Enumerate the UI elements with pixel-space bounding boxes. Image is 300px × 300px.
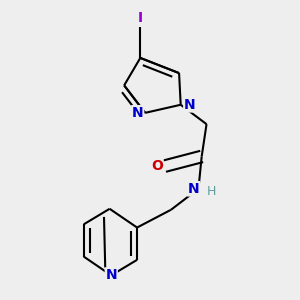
Text: N: N	[184, 98, 196, 112]
Text: N: N	[105, 268, 117, 282]
Text: I: I	[138, 11, 143, 25]
Text: H: H	[206, 185, 216, 198]
Text: N: N	[188, 182, 200, 196]
Text: N: N	[132, 106, 143, 120]
Text: O: O	[151, 159, 163, 173]
